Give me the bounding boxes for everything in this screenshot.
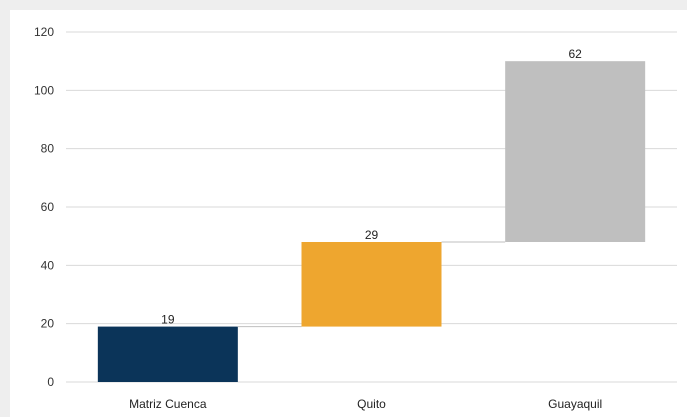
chart-panel: 0 20 40 60 80 100 120 19 Matriz Cuenca 29 Quito 62 G… [10, 10, 687, 417]
y-tick-label: 20 [41, 317, 55, 331]
data-label: 29 [365, 228, 379, 242]
waterfall-chart: 0 20 40 60 80 100 120 19 Matriz Cuenca 29 Quito 62 G… [34, 25, 677, 411]
bar-matriz-cuenca [97, 326, 238, 382]
x-tick-label: Guayaquil [548, 397, 602, 411]
bar-quito [301, 242, 442, 327]
bar-guayaquil [505, 61, 646, 242]
y-tick-label: 40 [41, 258, 55, 272]
y-tick-label: 60 [41, 200, 55, 214]
x-tick-label: Quito [357, 397, 386, 411]
y-tick-label: 100 [34, 83, 54, 97]
y-tick-label: 0 [47, 375, 54, 389]
y-tick-label: 80 [41, 142, 55, 156]
y-tick-label: 120 [34, 25, 54, 39]
data-label: 62 [568, 47, 582, 61]
x-tick-label: Matriz Cuenca [129, 397, 207, 411]
data-label: 19 [161, 313, 175, 327]
